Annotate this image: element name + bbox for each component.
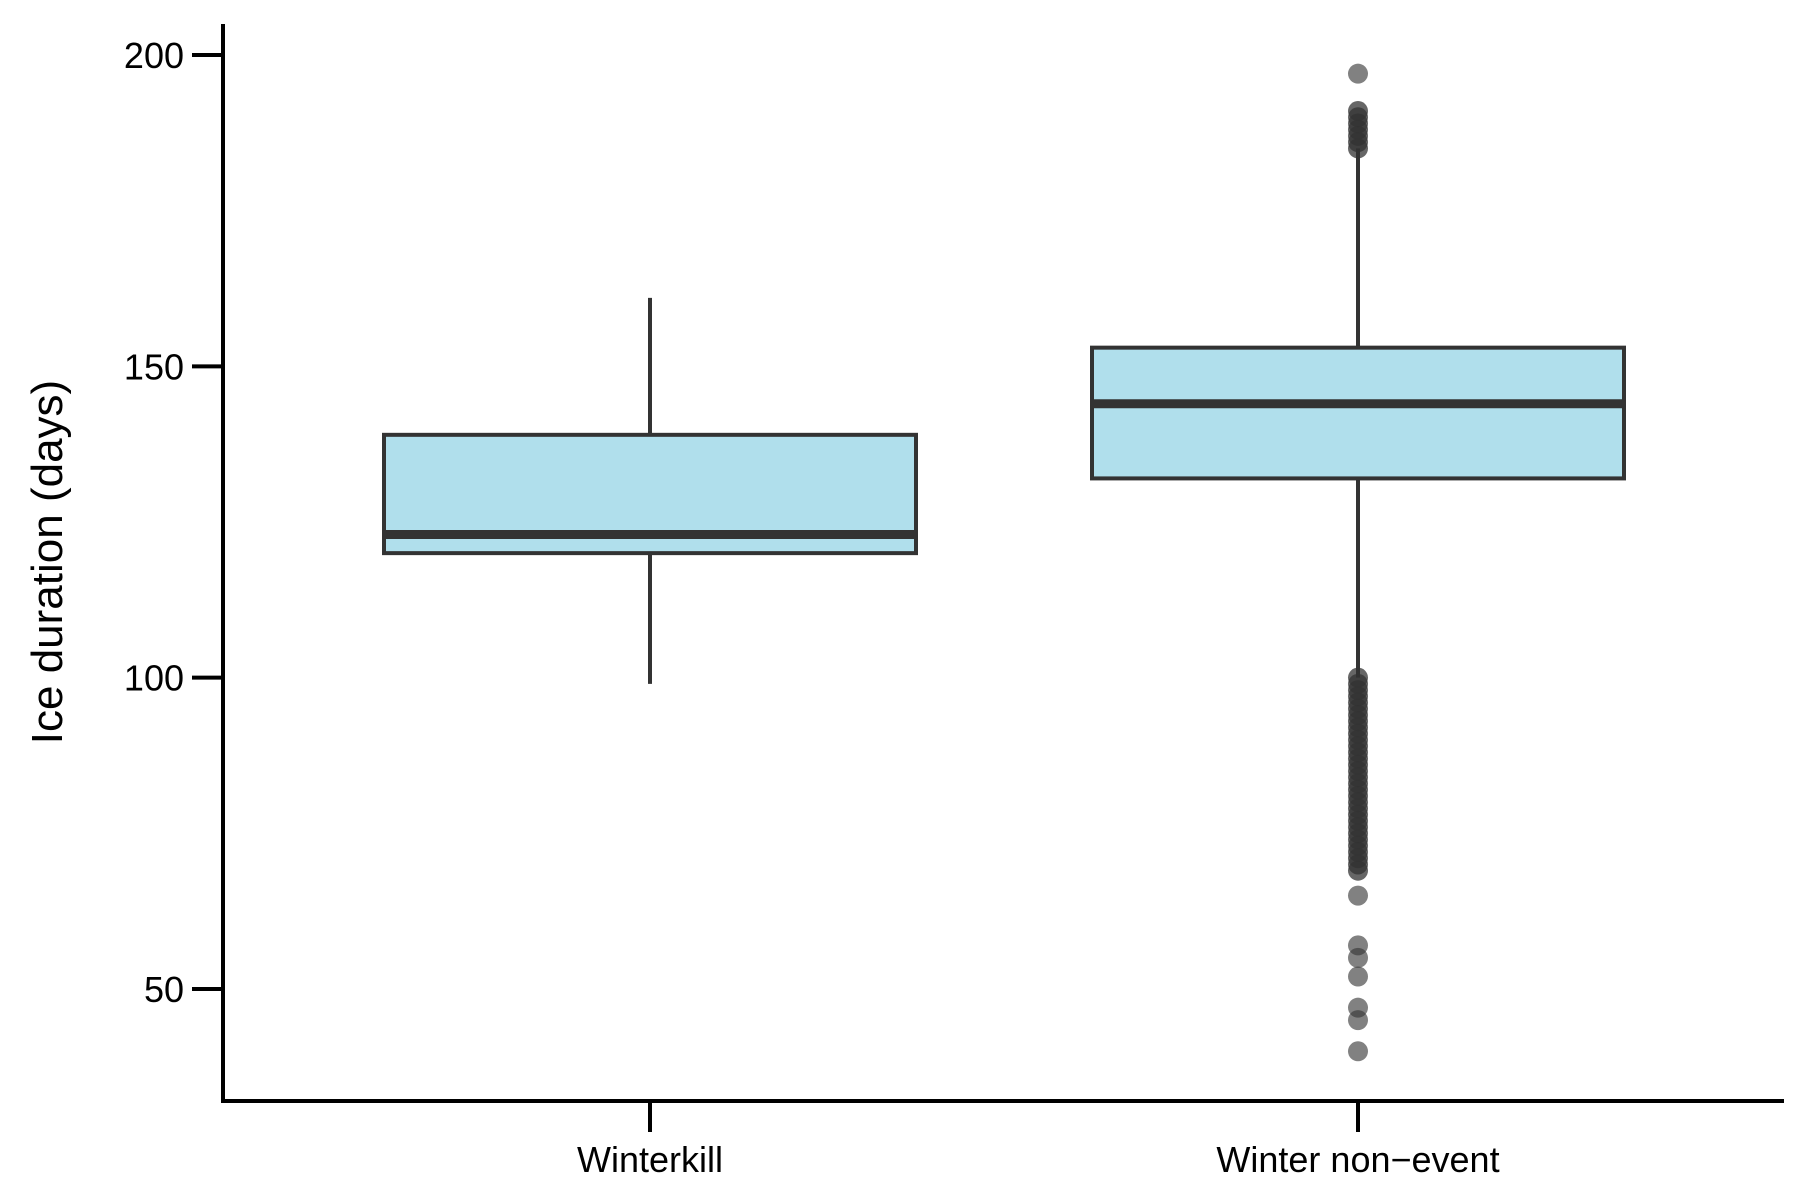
outlier-point	[1348, 1041, 1368, 1062]
box-group	[382, 297, 918, 684]
y-axis-title: Ice duration (days)	[23, 380, 72, 744]
outlier-point	[1348, 63, 1368, 84]
outlier-point	[1348, 947, 1368, 968]
x-tick-label: Winterkill	[577, 1139, 723, 1180]
y-axis-ticks: 50 100 150 200	[124, 35, 223, 1010]
outlier-point	[1348, 1010, 1368, 1031]
outlier-point	[1348, 966, 1368, 987]
x-tick-label: Winter non−event	[1216, 1139, 1499, 1180]
outlier-point	[1348, 860, 1368, 881]
iqr-box	[1090, 345, 1626, 481]
y-tick-label: 150	[124, 346, 184, 387]
y-tick-label: 200	[124, 35, 184, 76]
y-tick-label: 50	[144, 969, 184, 1010]
outlier-point	[1348, 885, 1368, 906]
y-tick-label: 100	[124, 658, 184, 699]
plot-area	[382, 63, 1626, 1062]
box-group	[1090, 63, 1626, 1062]
outlier-point	[1348, 138, 1368, 159]
x-axis-ticks: Winterkill Winter non−event	[577, 1101, 1500, 1180]
